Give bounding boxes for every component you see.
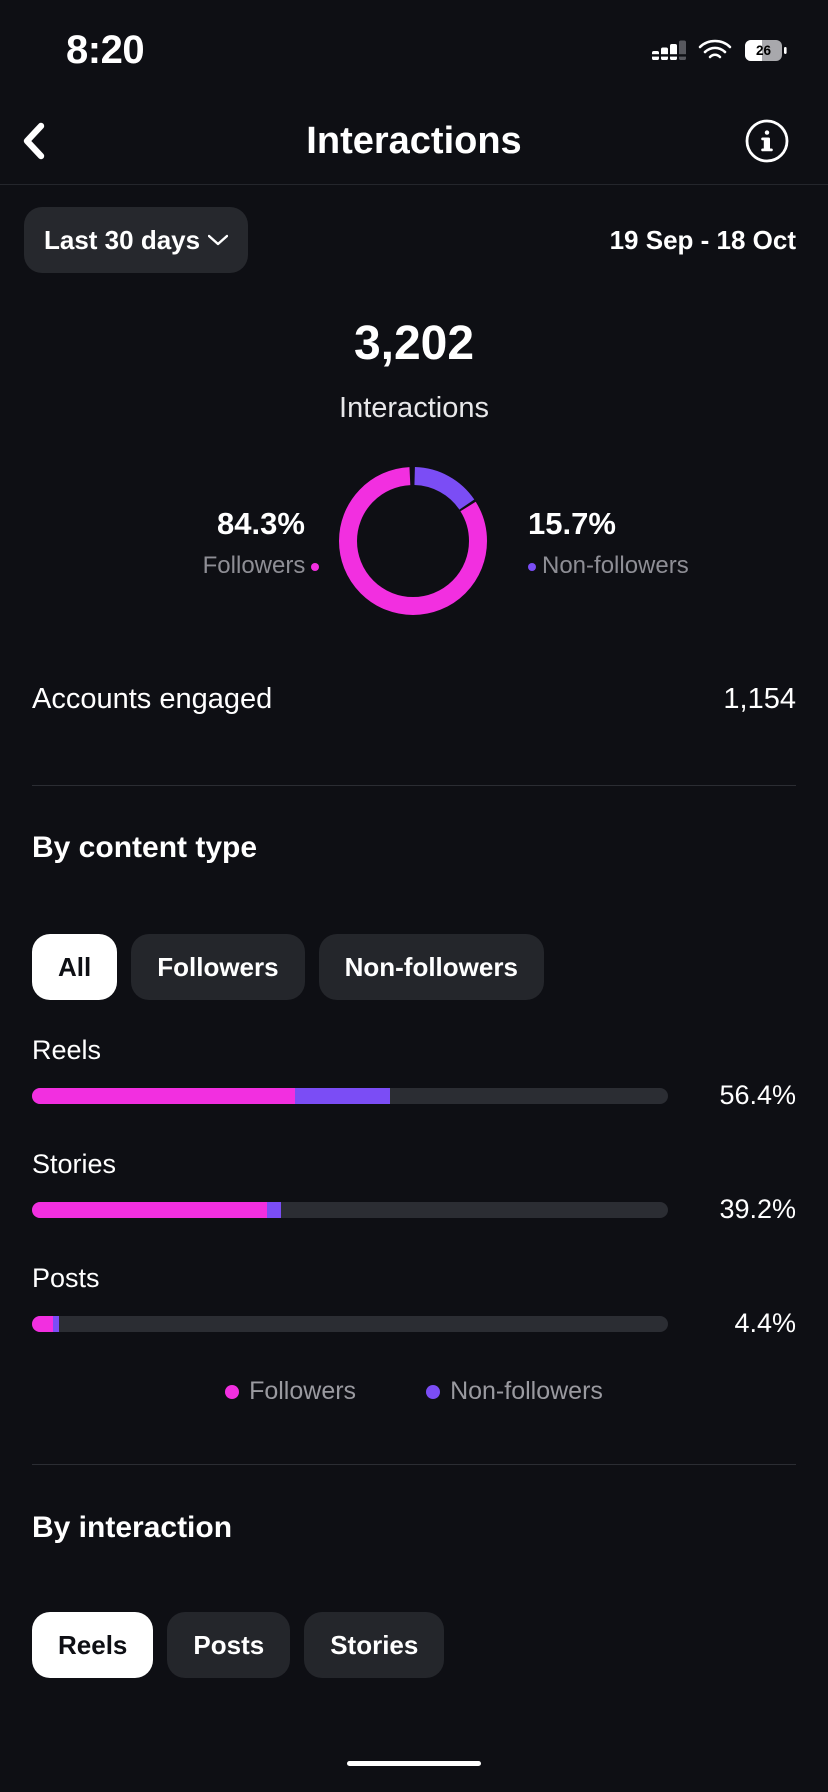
svg-text:26: 26 bbox=[756, 43, 772, 58]
